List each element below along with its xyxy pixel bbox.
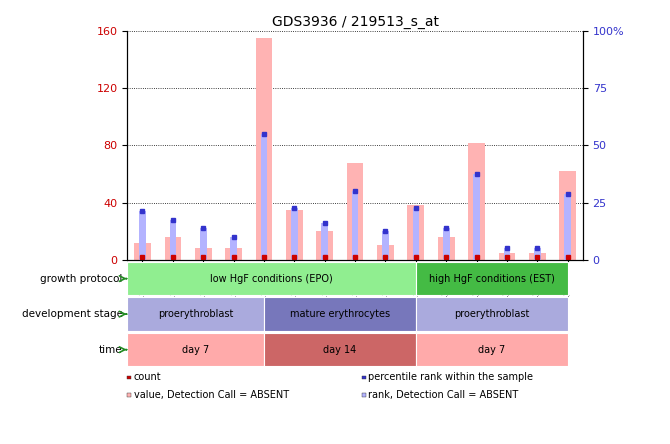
Bar — [504, 248, 511, 260]
Bar — [225, 248, 242, 260]
Text: low HgF conditions (EPO): low HgF conditions (EPO) — [210, 274, 333, 284]
Text: proerythroblast: proerythroblast — [454, 309, 529, 319]
Text: development stage: development stage — [21, 309, 123, 319]
Bar — [416, 262, 567, 295]
Bar — [352, 191, 358, 260]
Title: GDS3936 / 219513_s_at: GDS3936 / 219513_s_at — [271, 15, 439, 29]
Bar — [200, 228, 206, 260]
Bar — [264, 297, 416, 331]
Bar — [416, 297, 567, 331]
Bar — [347, 163, 363, 260]
Bar — [529, 253, 545, 260]
Bar — [127, 333, 264, 366]
Text: percentile rank within the sample: percentile rank within the sample — [369, 373, 533, 382]
Bar — [127, 262, 416, 295]
Bar — [416, 333, 567, 366]
Bar — [382, 231, 389, 260]
Text: day 7: day 7 — [182, 345, 209, 355]
Text: proerythroblast: proerythroblast — [158, 309, 233, 319]
Bar — [256, 38, 272, 260]
Text: growth protocol: growth protocol — [40, 274, 123, 284]
Bar — [443, 228, 450, 260]
Bar — [564, 194, 571, 260]
Bar — [413, 208, 419, 260]
Text: high HgF conditions (EST): high HgF conditions (EST) — [429, 274, 555, 284]
Bar — [230, 237, 237, 260]
Bar — [377, 246, 394, 260]
Bar — [473, 174, 480, 260]
Bar — [261, 134, 267, 260]
Bar — [468, 143, 485, 260]
Bar — [264, 333, 416, 366]
Text: count: count — [134, 373, 161, 382]
Text: day 7: day 7 — [478, 345, 505, 355]
Text: time: time — [99, 345, 123, 355]
Bar — [170, 220, 176, 260]
Bar — [559, 171, 576, 260]
Text: mature erythrocytes: mature erythrocytes — [290, 309, 390, 319]
Bar — [127, 297, 264, 331]
Bar — [534, 248, 541, 260]
Bar — [139, 211, 146, 260]
Bar — [407, 206, 424, 260]
Bar — [195, 248, 212, 260]
Bar — [165, 237, 181, 260]
Text: day 14: day 14 — [324, 345, 356, 355]
Bar — [316, 231, 333, 260]
Bar — [498, 253, 515, 260]
Text: value, Detection Call = ABSENT: value, Detection Call = ABSENT — [134, 390, 289, 400]
Bar — [286, 210, 303, 260]
Bar — [322, 222, 328, 260]
Text: rank, Detection Call = ABSENT: rank, Detection Call = ABSENT — [369, 390, 519, 400]
Bar — [134, 242, 151, 260]
Bar — [438, 237, 454, 260]
Bar — [291, 208, 297, 260]
